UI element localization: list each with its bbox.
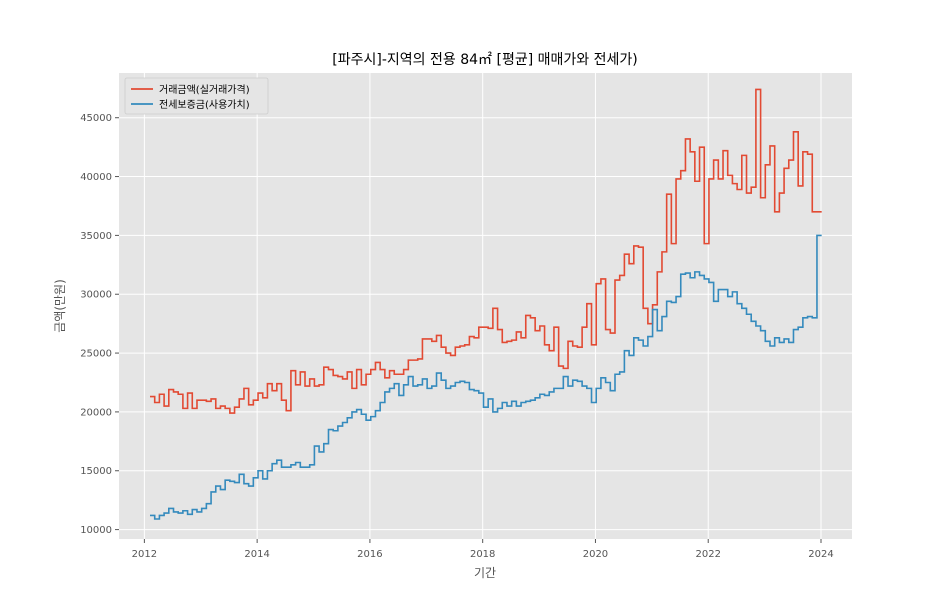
y-tick-label: 40000 bbox=[80, 172, 112, 183]
grid-lines bbox=[119, 73, 852, 539]
legend-label-sales: 거래금액(실거래가격) bbox=[159, 83, 250, 96]
legend-box bbox=[124, 77, 269, 115]
series-line-lease-deposit bbox=[150, 234, 822, 520]
x-tick-label: 2012 bbox=[132, 549, 157, 560]
y-tick-label: 35000 bbox=[80, 231, 112, 242]
y-tick-label: 45000 bbox=[80, 113, 112, 124]
y-tick-label: 30000 bbox=[80, 290, 112, 301]
x-axis-ticks: 2012 2014 2016 2018 2020 2022 2024 bbox=[132, 539, 834, 560]
x-axis-label: 기간 bbox=[474, 566, 496, 580]
x-tick-label: 2022 bbox=[695, 549, 720, 560]
y-axis-label: 금액(만원) bbox=[53, 279, 67, 333]
chart-title: [파주시]-지역의 전용 84㎡ [평균] 매매가와 전세가) bbox=[332, 52, 637, 68]
x-tick-label: 2018 bbox=[470, 549, 495, 560]
plot-area bbox=[119, 73, 852, 539]
legend-label-lease: 전세보증금(사용가치) bbox=[159, 99, 250, 111]
legend: 거래금액(실거래가격) 전세보증금(사용가치) bbox=[124, 77, 269, 115]
x-tick-label: 2020 bbox=[583, 549, 608, 560]
y-axis-ticks: 10000 15000 20000 25000 30000 35000 40000 45000 bbox=[80, 113, 119, 536]
y-tick-label: 20000 bbox=[80, 407, 112, 418]
series-line-sales-price bbox=[150, 88, 822, 414]
x-tick-label: 2024 bbox=[808, 549, 833, 560]
y-tick-label: 15000 bbox=[80, 466, 112, 477]
x-tick-label: 2016 bbox=[357, 549, 382, 560]
y-tick-label: 10000 bbox=[80, 525, 112, 536]
series-layer bbox=[150, 88, 822, 520]
y-tick-label: 25000 bbox=[80, 349, 112, 360]
x-tick-label: 2014 bbox=[244, 549, 269, 560]
